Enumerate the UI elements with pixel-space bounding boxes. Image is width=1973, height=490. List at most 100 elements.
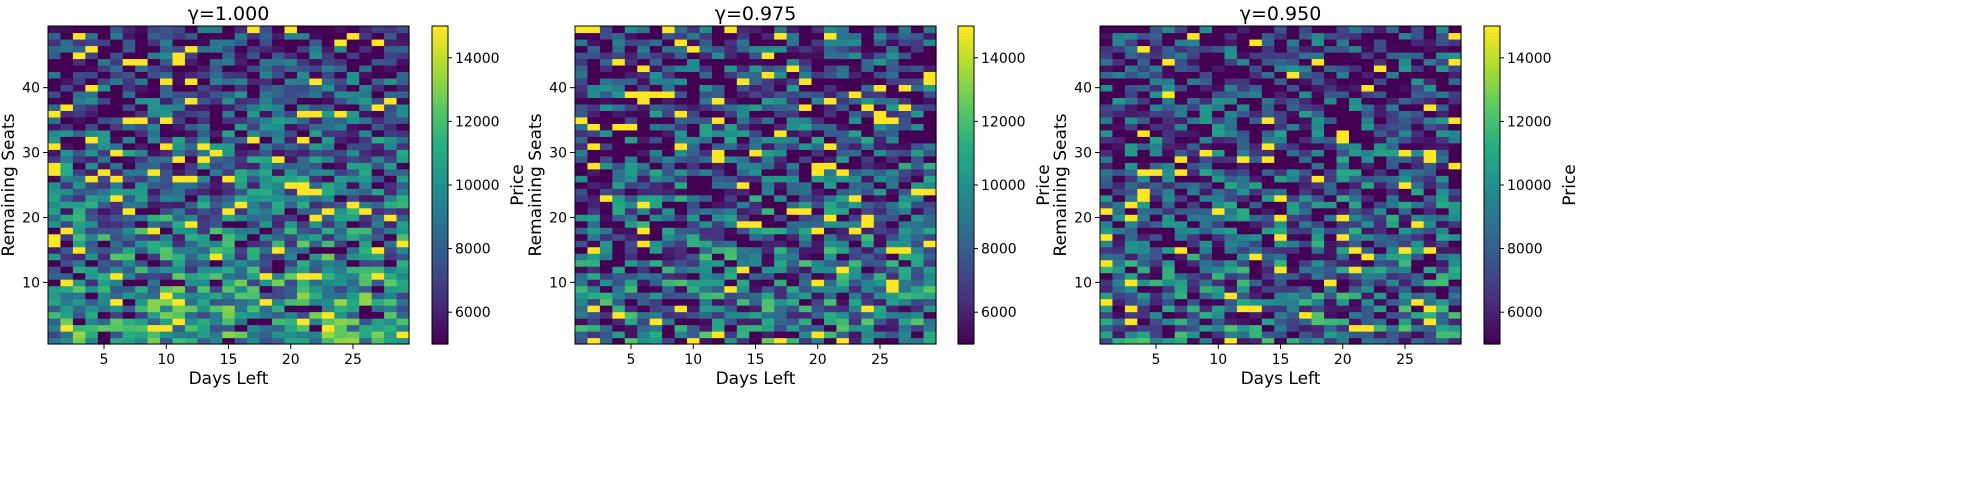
heatmap-cell [799, 259, 813, 267]
heatmap-cell [234, 207, 248, 215]
heatmap-cell [898, 58, 912, 66]
heatmap-cell [1261, 305, 1275, 313]
heatmap-cell [662, 84, 676, 92]
heatmap-cell [1411, 110, 1425, 118]
heatmap-cell [1436, 71, 1450, 79]
heatmap-cell [284, 266, 298, 274]
heatmap-cell [1436, 285, 1450, 293]
heatmap-cell [1100, 266, 1114, 274]
heatmap-cell [1112, 64, 1126, 73]
heatmap-cell [799, 266, 813, 274]
heatmap-cell [711, 253, 725, 261]
heatmap-cell [711, 90, 725, 98]
heatmap-cell [1112, 285, 1126, 293]
heatmap-cell [1174, 77, 1188, 86]
heatmap-cell [1187, 201, 1201, 209]
heatmap-cell [222, 45, 236, 53]
heatmap-cell [786, 51, 800, 60]
x-tick-label: 25 [871, 352, 889, 368]
heatmap-cell [873, 214, 887, 222]
heatmap-cell [923, 38, 937, 47]
heatmap-cell [1398, 285, 1412, 293]
heatmap-cell [60, 337, 74, 345]
heatmap-cell [259, 220, 273, 228]
colorbar-segment [432, 105, 448, 110]
heatmap-cell [811, 246, 825, 254]
heatmap-cell [60, 246, 74, 254]
heatmap-cell [649, 116, 663, 124]
heatmap-cell [699, 123, 713, 131]
heatmap-cell [184, 71, 198, 79]
heatmap-cell [1174, 162, 1188, 170]
heatmap-cell [72, 311, 86, 319]
heatmap-cell [1411, 246, 1425, 254]
heatmap-cell [359, 84, 373, 92]
heatmap-cell [135, 123, 149, 131]
heatmap-cell [711, 129, 725, 137]
heatmap-cell [1124, 97, 1138, 105]
heatmap-cell [1212, 311, 1226, 319]
heatmap-cell [147, 175, 161, 183]
colorbar-segment [1484, 299, 1500, 304]
heatmap-cell [1436, 311, 1450, 319]
heatmap-cell [774, 246, 788, 254]
heatmap-cell [1274, 155, 1288, 163]
heatmap-cell [612, 38, 626, 47]
heatmap-cell [624, 90, 638, 98]
heatmap-cell [575, 324, 589, 332]
heatmap-cell [786, 129, 800, 137]
heatmap-cell [1336, 77, 1350, 86]
heatmap-cell [761, 38, 775, 47]
heatmap-cell [799, 90, 813, 98]
heatmap-cell [1373, 110, 1387, 118]
heatmap-cell [836, 207, 850, 215]
heatmap-cell [247, 331, 261, 339]
heatmap-cell [724, 71, 738, 79]
heatmap-cell [649, 194, 663, 202]
heatmap-cell [234, 110, 248, 118]
heatmap-cell [172, 129, 186, 137]
heatmap-cell [1249, 116, 1263, 124]
heatmap-cell [135, 45, 149, 53]
y-tick-label: 40 [549, 81, 567, 97]
heatmap-cell [384, 253, 398, 261]
heatmap-cell [284, 207, 298, 215]
heatmap-cell [724, 58, 738, 66]
heatmap-cell [848, 97, 862, 105]
heatmap-cell [1336, 38, 1350, 47]
heatmap-cell [359, 201, 373, 209]
heatmap-cell [1448, 181, 1462, 189]
colorbar-segment [1484, 324, 1500, 329]
heatmap-cell [1224, 162, 1238, 170]
heatmap-cell [1261, 201, 1275, 209]
heatmap-cell [911, 136, 925, 144]
colorbar-segment [1484, 162, 1500, 167]
heatmap-cell [1398, 233, 1412, 241]
heatmap-cell [1274, 181, 1288, 189]
heatmap-cell [1436, 45, 1450, 53]
heatmap-cell [1212, 175, 1226, 183]
heatmap-cell [1274, 207, 1288, 215]
heatmap-cell [587, 136, 601, 144]
heatmap-cell [1411, 129, 1425, 137]
colorbar-segment [432, 296, 448, 301]
heatmap-cell [1411, 58, 1425, 66]
heatmap-cell [259, 292, 273, 300]
heatmap-cell [1249, 311, 1263, 319]
heatmap-cell [72, 84, 86, 92]
heatmap-cell [72, 194, 86, 202]
heatmap-cell [1100, 32, 1114, 40]
heatmap-cell [724, 194, 738, 202]
heatmap-cell [711, 311, 725, 319]
heatmap-cell [1299, 246, 1313, 254]
heatmap-cell [1436, 38, 1450, 47]
heatmap-cell [371, 97, 385, 105]
heatmap-cell [711, 233, 725, 241]
heatmap-cell [1373, 149, 1387, 157]
heatmap-cell [774, 324, 788, 332]
heatmap-cell [599, 220, 613, 228]
heatmap-cell [649, 227, 663, 235]
heatmap-cell [898, 298, 912, 306]
heatmap-cell [247, 292, 261, 300]
heatmap-cell [786, 90, 800, 98]
